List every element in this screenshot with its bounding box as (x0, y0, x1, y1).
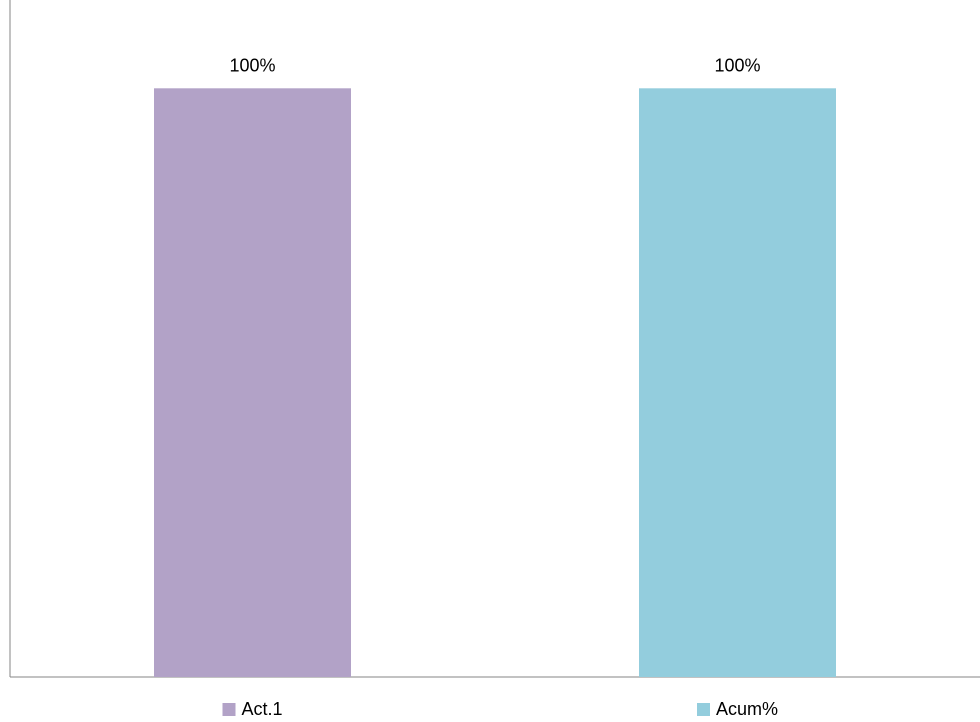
legend-swatch-1 (697, 703, 710, 716)
data-label-0: 100% (229, 55, 275, 75)
data-label-1: 100% (714, 55, 760, 75)
legend-item-1: Acum% (697, 699, 778, 719)
bar-group (154, 88, 836, 678)
legend-label-0: Act.1 (242, 699, 283, 719)
legend-swatch-0 (222, 703, 236, 716)
bar-0 (154, 88, 351, 678)
data-label-group: 100% 100% (229, 55, 760, 75)
legend: Act.1 Acum% (222, 699, 778, 719)
legend-item-0: Act.1 (222, 699, 283, 719)
bar-1 (639, 88, 836, 678)
legend-label-1: Acum% (716, 699, 778, 719)
